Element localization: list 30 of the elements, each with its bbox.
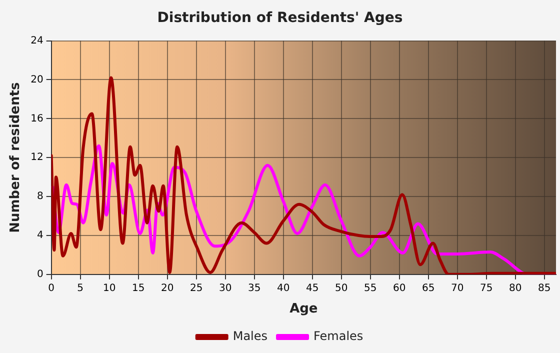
x-tick-label: 35 [248, 282, 261, 294]
legend-label: Females [314, 329, 364, 344]
y-tick-label: 24 [30, 35, 44, 46]
chart-title: Distribution of Residents' Ages [157, 10, 403, 26]
y-tick-label: 20 [30, 74, 44, 86]
x-tick-label: 85 [538, 282, 551, 294]
x-tick-label: 70 [451, 282, 464, 294]
x-tick-label: 10 [102, 282, 116, 294]
x-axis-title: Age [290, 302, 318, 317]
x-tick-label: 15 [132, 282, 145, 294]
x-tick-label: 30 [218, 282, 232, 294]
y-tick-label: 12 [30, 152, 44, 164]
x-tick-label: 75 [480, 282, 493, 294]
x-tick-label: 25 [190, 282, 203, 294]
y-tick-label: 8 [36, 191, 44, 202]
x-tick-label: 45 [306, 282, 319, 294]
x-tick-label: 80 [509, 282, 522, 294]
x-tick-label: 50 [335, 282, 348, 294]
y-axis-title: Number of residents [8, 82, 24, 233]
x-tick-label: 5 [77, 282, 84, 294]
y-tick-label: 0 [36, 268, 44, 280]
x-tick-label: 20 [160, 282, 174, 294]
x-tick-label: 40 [276, 282, 290, 294]
y-tick-label: 16 [30, 113, 44, 124]
y-tick-label: 4 [36, 230, 44, 242]
legend-label: Males [232, 329, 268, 344]
x-tick-label: 60 [393, 282, 406, 294]
x-tick-label: 0 [48, 282, 55, 294]
x-tick-label: 65 [422, 282, 435, 294]
x-tick-label: 55 [364, 282, 377, 294]
